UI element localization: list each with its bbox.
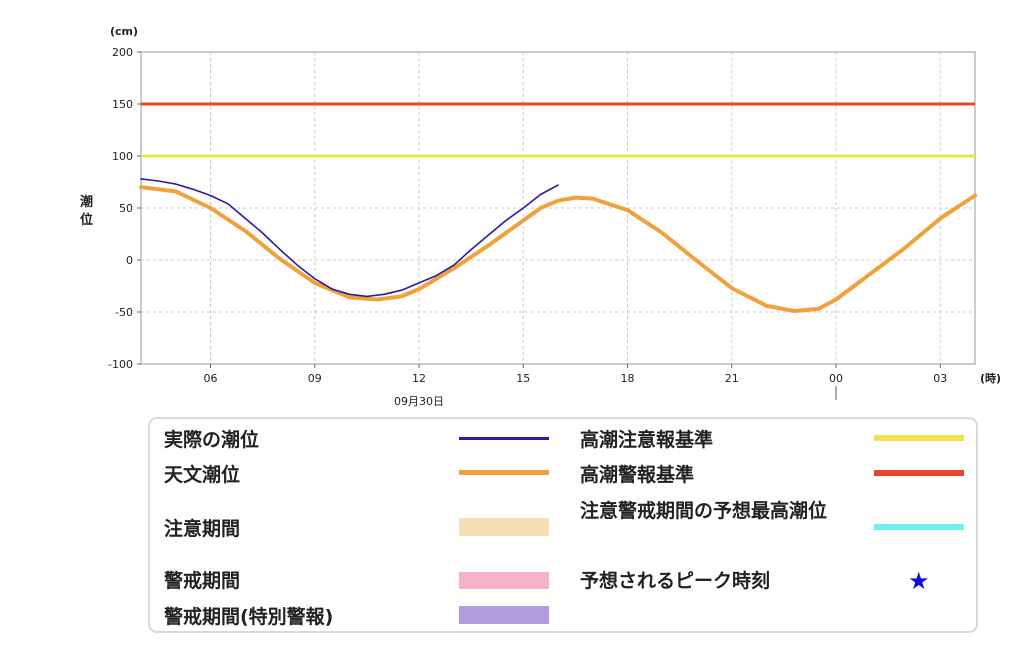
- y-axis-label-char1: 潮: [80, 194, 93, 210]
- legend-label-warning-level: 高潮警報基準: [580, 464, 695, 486]
- x-tick-label: 03: [933, 372, 947, 385]
- x-tick-label: 21: [725, 372, 739, 385]
- x-tick-label: 15: [516, 372, 530, 385]
- tide-chart: 200 150 100 50 0 -50 -100 06 09 12 15 18 21 00 03 (cm…: [80, 25, 1001, 408]
- legend-swatch-special-warning: [459, 606, 549, 624]
- legend-label-predicted-max: 注意警戒期間の予想最高潮位: [580, 500, 828, 522]
- date-label: 09月30日: [394, 395, 444, 408]
- series-lines: [139, 178, 977, 313]
- legend-label-astronomical: 天文潮位: [164, 464, 241, 486]
- x-tick-label: 06: [204, 372, 218, 385]
- y-axis-ticks: 200 150 100 50 0 -50 -100: [108, 46, 141, 371]
- legend-swatch-actual: [459, 437, 549, 440]
- legend-star-icon: ★: [908, 567, 930, 595]
- legend-label-caution-period: 注意期間: [164, 518, 241, 540]
- series-astronomical-tide: [139, 185, 977, 313]
- series-actual-tide: [140, 178, 559, 298]
- legend-label-warning-period: 警戒期間: [164, 570, 241, 592]
- y-tick-label: 50: [119, 202, 133, 215]
- x-tick-label: 18: [621, 372, 635, 385]
- legend-label-advisory-level: 高潮注意報基準: [580, 429, 714, 451]
- legend-swatch-caution-period: [459, 518, 549, 536]
- x-tick-label: 09: [308, 372, 322, 385]
- legend-label-peak-time: 予想されるピーク時刻: [580, 570, 771, 592]
- y-tick-label: 100: [112, 150, 133, 163]
- x-unit-label: (時): [980, 371, 1001, 385]
- legend-label-special-warning: 警戒期間(特別警報): [164, 606, 334, 628]
- y-unit-label: (cm): [110, 25, 138, 38]
- legend-swatch-predicted-max: [874, 524, 964, 530]
- legend-swatch-advisory-level: [874, 435, 964, 441]
- x-tick-label: 12: [412, 372, 426, 385]
- legend: 実際の潮位 天文潮位 注意期間 警戒期間 警戒期間(特別警報) 高潮注意報基準 …: [148, 417, 978, 633]
- threshold-lines: [141, 102, 975, 158]
- legend-label-actual: 実際の潮位: [164, 429, 260, 451]
- y-tick-label: -100: [108, 358, 133, 371]
- legend-swatch-warning-level: [874, 470, 964, 476]
- legend-swatch-warning-period: [459, 572, 549, 589]
- legend-swatch-astronomical: [459, 470, 549, 475]
- y-tick-label: 0: [126, 254, 133, 267]
- y-tick-label: 200: [112, 46, 133, 59]
- y-tick-label: 150: [112, 98, 133, 111]
- x-tick-label: 00: [829, 372, 843, 385]
- x-axis-ticks: 06 09 12 15 18 21 00 03: [204, 364, 947, 385]
- y-axis-label-char2: 位: [80, 212, 93, 228]
- y-tick-label: -50: [115, 306, 133, 319]
